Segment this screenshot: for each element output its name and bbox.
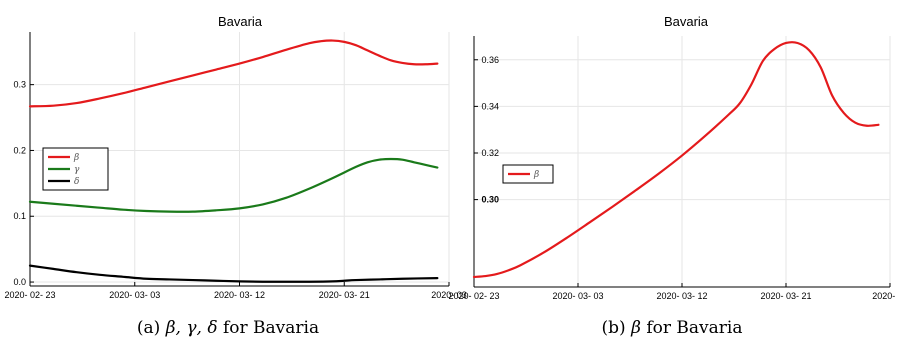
chart-title: Bavaria [664, 14, 709, 29]
y-tick-label: 0.0 [13, 277, 26, 287]
series-line-gamma [28, 157, 439, 213]
x-tick-label: 2020- 03- 12 [214, 290, 265, 300]
caption-a-label: (a) [136, 318, 161, 338]
series-line-beta [28, 39, 439, 108]
x-tick-label: 2020- 03- 03 [109, 290, 160, 300]
caption-a: (a) β, γ, δ for Bavaria [137, 318, 319, 338]
legend-label: β [73, 153, 79, 163]
legend-label: γ [74, 165, 80, 175]
x-tick-label: 2020- 03 [872, 291, 898, 301]
y-tick-label: 0.32 [481, 148, 499, 158]
y-tick-label: 0.2 [13, 145, 26, 155]
chart-title: Bavaria [218, 14, 263, 29]
y-tick-label: 0.36 [481, 55, 499, 65]
x-tick-label: 2020- 03- 21 [319, 290, 370, 300]
x-tick-label: 2020- 03- 12 [656, 291, 707, 301]
y-tick-label: 0.30 [481, 195, 499, 205]
caption-a-symbols: β, γ, δ [165, 318, 218, 338]
caption-b: (b) β for Bavaria [602, 318, 743, 338]
caption-b-rest: for Bavaria [646, 318, 743, 338]
caption-a-rest: for Bavaria [222, 318, 320, 338]
y-tick-label: 0.34 [481, 101, 499, 111]
caption-b-label: (b) [601, 318, 626, 338]
x-tick-label: 2020- 02- 23 [448, 291, 499, 301]
series-line-delta [28, 264, 439, 283]
y-tick-label: 0.3 [13, 80, 26, 90]
x-tick-label: 2020- 03- 21 [760, 291, 811, 301]
x-tick-label: 2020- 03- 03 [552, 291, 603, 301]
y-tick-label: 0.1 [13, 211, 26, 221]
legend-label: β [533, 170, 539, 180]
caption-b-symbols: β [631, 318, 641, 338]
x-tick-label: 2020- 03 [431, 290, 467, 300]
panel-b-chart: Bavaria 0.30 0.32 0.34 0.36 2020- 02- 23 2020-… [448, 14, 898, 301]
x-tick-label: 2020- 02- 23 [4, 290, 55, 300]
legend-label: δ [74, 177, 79, 187]
panel-a-chart: Bavaria 0.0 0.1 0.2 0.3 2020- 02- 23 2020- 03-… [4, 14, 466, 300]
series-line-beta [472, 41, 880, 279]
